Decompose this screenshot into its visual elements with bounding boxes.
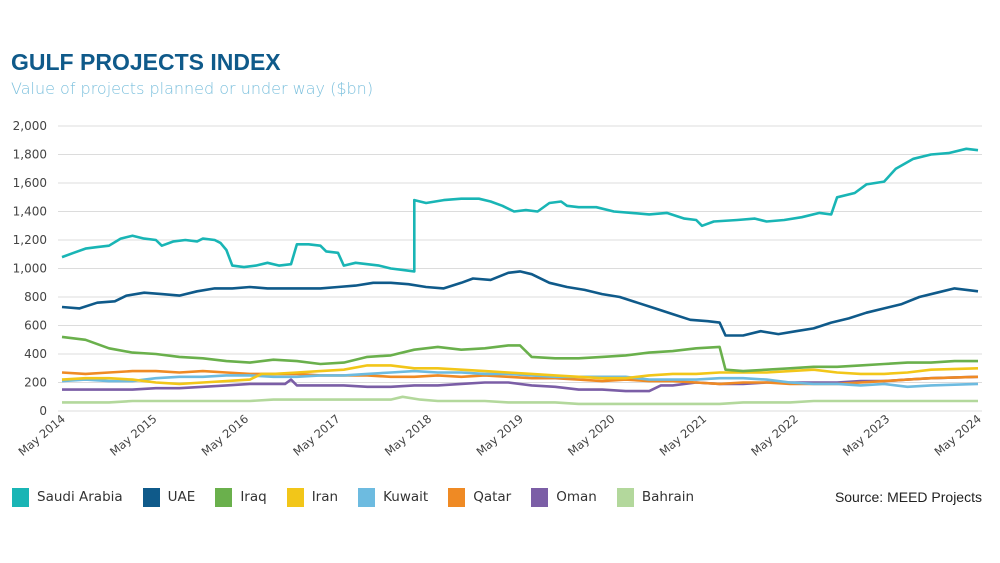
legend-swatch <box>142 487 160 507</box>
legend-label: Qatar <box>473 489 512 505</box>
legend-label: UAE <box>167 489 196 505</box>
legend-item-saudi-arabia: Saudi Arabia <box>12 487 123 507</box>
y-tick-label: 800 <box>24 290 47 304</box>
x-tick-label: May 2015 <box>107 412 159 459</box>
legend-item-oman: Oman <box>531 487 597 507</box>
legend-swatch <box>215 487 233 507</box>
series-line-iraq <box>61 335 978 373</box>
line-chart: 0 200 400 600 800 1,000 1,200 1,400 1,600 1,800 2,… <box>13 119 984 459</box>
legend-label: Oman <box>556 489 597 505</box>
legend-label: Kuwait <box>383 489 429 505</box>
gridlines <box>58 125 982 412</box>
legend-item-iran: Iran <box>286 487 339 507</box>
series-line-kuwait <box>61 369 979 389</box>
y-tick-label: 400 <box>24 347 47 361</box>
y-tick-label: 2,000 <box>13 119 47 133</box>
series-lines <box>61 147 979 406</box>
x-tick-label: May 2018 <box>382 412 434 459</box>
y-tick-label: 1,000 <box>13 262 47 276</box>
legend-swatch <box>531 487 549 507</box>
legend-swatch <box>358 487 376 507</box>
x-tick-label: May 2017 <box>290 412 342 459</box>
x-axis-ticks: May 2014 May 2015 May 2016 May 2017 May 2018… <box>15 412 983 459</box>
series-line-bahrain <box>62 395 978 406</box>
x-tick-label: May 2021 <box>657 412 709 459</box>
series-line-uae <box>61 270 979 337</box>
legend-item-kuwait: Kuwait <box>358 487 429 507</box>
series-line-iran <box>61 364 979 386</box>
y-tick-label: 1,400 <box>13 205 47 219</box>
y-tick-label: 200 <box>24 376 47 390</box>
legend-label: Iraq <box>240 489 267 505</box>
legend-label: Bahrain <box>641 489 695 505</box>
x-tick-label: May 2014 <box>15 412 67 459</box>
x-tick-label: May 2016 <box>199 412 251 459</box>
x-tick-label: May 2020 <box>565 412 617 459</box>
legend-swatch <box>616 487 634 507</box>
legend-item-bahrain: Bahrain <box>616 487 695 507</box>
legend-swatch <box>12 487 29 507</box>
series-line-saudi-arabia <box>61 147 979 273</box>
legend-swatch <box>286 487 304 507</box>
source-note: Source: MEED Projects <box>834 489 982 505</box>
x-tick-label: May 2022 <box>748 412 800 459</box>
x-tick-label: May 2019 <box>473 412 525 459</box>
x-tick-label: May 2024 <box>931 412 983 459</box>
y-tick-label: 1,200 <box>13 233 47 247</box>
legend-item-iraq: Iraq <box>215 487 267 507</box>
chart-subtitle: Value of projects planned or under way (… <box>11 79 374 98</box>
y-axis-ticks: 0 200 400 600 800 1,000 1,200 1,400 1,600 1,800 2,… <box>13 119 47 418</box>
y-tick-label: 600 <box>24 319 47 333</box>
y-tick-label: 1,800 <box>13 148 47 162</box>
legend-item-uae: UAE <box>142 487 196 507</box>
legend-label: Iran <box>311 489 339 505</box>
legend: Saudi Arabia UAE Iraq Iran Kuwait Qatar … <box>12 486 714 508</box>
legend-label: Saudi Arabia <box>37 489 123 505</box>
legend-swatch <box>448 487 466 507</box>
legend-item-qatar: Qatar <box>448 487 512 507</box>
chart-title: GULF PROJECTS INDEX <box>11 49 281 75</box>
x-tick-label: May 2023 <box>840 412 892 459</box>
y-tick-label: 0 <box>39 404 47 418</box>
y-tick-label: 1,600 <box>13 176 47 190</box>
